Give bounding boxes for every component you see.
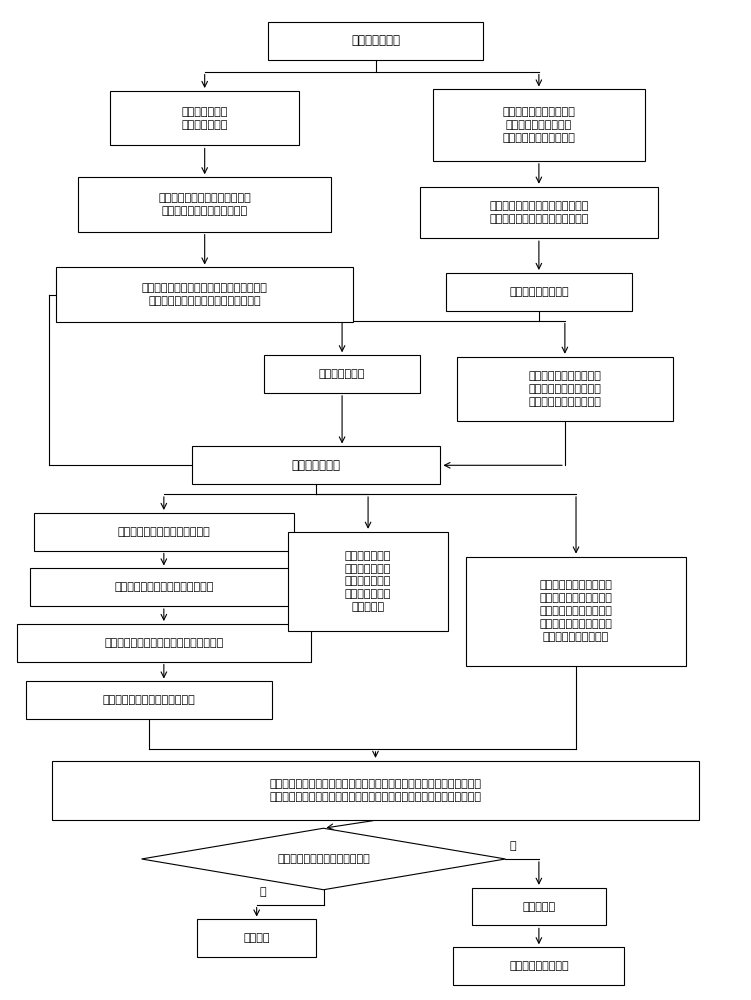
Text: 后台车位监控中心接收到车辆驶入信息后，
开始累计相应车位的车辆持续停车时间: 后台车位监控中心接收到车辆驶入信息后， 开始累计相应车位的车辆持续停车时间 <box>142 283 267 306</box>
FancyBboxPatch shape <box>268 22 483 60</box>
Text: 后台车位监控中心保存相关记录: 后台车位监控中心保存相关记录 <box>103 695 195 705</box>
FancyBboxPatch shape <box>472 888 606 925</box>
Text: 收费人员用手持
移动收费终端将
该车辆拒交费信
息发送给车辆管
理中心处理: 收费人员用手持 移动收费终端将 该车辆拒交费信 息发送给车辆管 理中心处理 <box>345 551 391 612</box>
FancyBboxPatch shape <box>420 187 658 238</box>
FancyBboxPatch shape <box>30 568 297 606</box>
FancyBboxPatch shape <box>264 355 420 393</box>
FancyBboxPatch shape <box>192 446 441 484</box>
Text: 收费人员用手持移动收费终端打印
驶入车辆信息交车主作为停车凭证: 收费人员用手持移动收费终端打印 驶入车辆信息交车主作为停车凭证 <box>489 201 589 224</box>
Text: 车位检测装置发送车辆驶离信息: 车位检测装置发送车辆驶离信息 <box>117 527 210 537</box>
Text: 车辆驶入停车位: 车辆驶入停车位 <box>351 34 400 47</box>
Text: 向收费人员追缴差价: 向收费人员追缴差价 <box>509 961 569 971</box>
Text: 收费人员用手持移动收费
终端记录车辆驶离信息，
计算停车费，收取停车费: 收费人员用手持移动收费 终端记录车辆驶离信息， 计算停车费，收取停车费 <box>529 371 602 407</box>
FancyBboxPatch shape <box>26 681 272 719</box>
Polygon shape <box>141 828 505 890</box>
FancyBboxPatch shape <box>446 273 632 311</box>
Text: 收费合理: 收费合理 <box>243 933 270 943</box>
Text: 车主拒交停车费: 车主拒交停车费 <box>319 369 365 379</box>
Text: 是: 是 <box>260 887 267 897</box>
FancyBboxPatch shape <box>110 91 300 145</box>
FancyBboxPatch shape <box>34 513 294 551</box>
Text: 收费不合理: 收费不合理 <box>523 902 556 912</box>
Text: 否: 否 <box>509 841 516 851</box>
FancyBboxPatch shape <box>433 89 644 161</box>
Text: 车辆即将驶离停车位: 车辆即将驶离停车位 <box>509 287 569 297</box>
FancyBboxPatch shape <box>288 532 448 631</box>
FancyBboxPatch shape <box>56 267 353 322</box>
FancyBboxPatch shape <box>78 177 331 232</box>
Text: 收发装置接收并转发车辆驶离信息: 收发装置接收并转发车辆驶离信息 <box>114 582 213 592</box>
FancyBboxPatch shape <box>17 624 310 662</box>
FancyBboxPatch shape <box>53 761 698 820</box>
Text: 后台车位监控中心计算该车辆理论停车费: 后台车位监控中心计算该车辆理论停车费 <box>104 638 224 648</box>
FancyBboxPatch shape <box>466 557 686 666</box>
Text: 车位检测装置发
送车辆驶入信息: 车位检测装置发 送车辆驶入信息 <box>182 107 228 130</box>
Text: 路边收发装置通过网络向后台车
位监控中心转发车辆驶入信息: 路边收发装置通过网络向后台车 位监控中心转发车辆驶入信息 <box>158 193 251 216</box>
Text: 车辆驶离停车位: 车辆驶离停车位 <box>291 459 341 472</box>
Text: 收费人员在预置时间段内
用手持移动收费终端将保
存的包含该收费人员身份
信息的停车费收费记录发
送到后台收费管理中心: 收费人员在预置时间段内 用手持移动收费终端将保 存的包含该收费人员身份 信息的停… <box>539 580 613 642</box>
Text: 其差额是否在规定的误差范围内: 其差额是否在规定的误差范围内 <box>277 854 370 864</box>
Text: 在预置时间段内，后台收费管理中心将手持移动收费终端发送的实际停车
费收费记录与后台车位监控中心记录的相应时间段内的理论停车费相比较: 在预置时间段内，后台收费管理中心将手持移动收费终端发送的实际停车 费收费记录与后… <box>270 779 481 802</box>
Text: 收费人员用手持移动收费
终端对驶入车辆的车牌
号、停放车位号进行记录: 收费人员用手持移动收费 终端对驶入车辆的车牌 号、停放车位号进行记录 <box>502 107 575 143</box>
FancyBboxPatch shape <box>454 947 624 985</box>
FancyBboxPatch shape <box>457 357 673 421</box>
FancyBboxPatch shape <box>198 919 316 957</box>
